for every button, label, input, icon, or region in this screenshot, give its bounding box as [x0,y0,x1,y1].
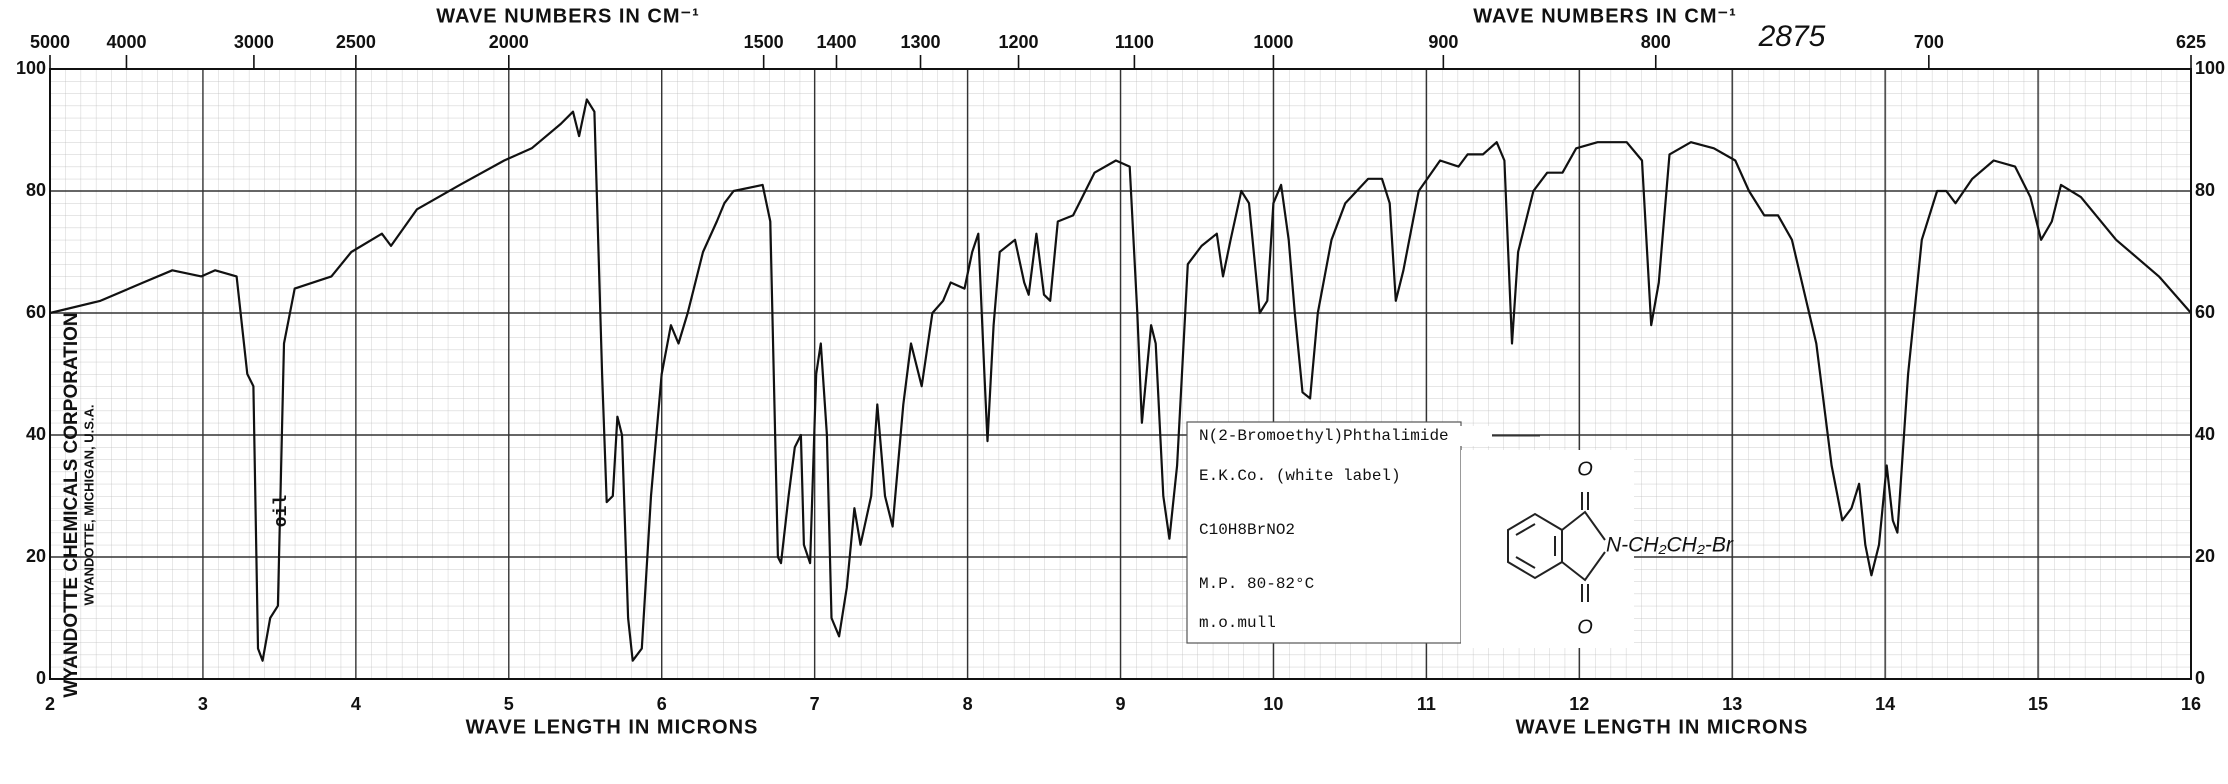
x2-tick-label: 1000 [1253,32,1293,52]
company: WYANDOTTE CHEMICALS CORPORATION [61,312,82,697]
oil-annotation: oil [272,495,292,528]
x2-tick-label: 700 [1914,32,1944,52]
y2-tick-label: 40 [2195,424,2215,444]
y-tick-label: 20 [26,546,46,566]
plot-frame [49,68,2192,680]
x-tick-label: 7 [810,694,820,714]
x2-tick-label: 2000 [489,32,529,52]
x-tick-label: 3 [198,694,208,714]
company-location: WYANDOTTE, MICHIGAN, U.S.A. [81,404,96,605]
structure [1507,492,1606,602]
x2-tick-label: 5000 [30,32,70,52]
x-tick-label: 2 [45,694,55,714]
x-tick-label: 5 [504,694,514,714]
x2-tick-label: 1400 [816,32,856,52]
x2-tick-label: 2500 [336,32,376,52]
carbonyl-bonds [1581,492,1589,602]
x2-tick-label: 900 [1428,32,1458,52]
x-tick-label: 13 [1722,694,1742,714]
y-tick-label: 100 [16,58,46,78]
y2-tick-label: 100 [2195,58,2225,78]
x-tick-label: 6 [657,694,667,714]
x2-axis-label: WAVE NUMBERS IN CM⁻¹ [1473,5,1737,27]
name-bg [1197,426,1492,446]
x-tick-label: 10 [1263,694,1283,714]
x-tick-label: 8 [963,694,973,714]
y-tick-label: 60 [26,302,46,322]
x2-tick-label: 625 [2176,32,2206,52]
y2-tick-label: 60 [2195,302,2215,322]
sample-formula: C10H8BrNO2 [1199,521,1295,539]
x-tick-label: 15 [2028,694,2048,714]
spectrum-line [49,98,2192,662]
sample-box: N(2-Bromoethyl)Phthalimide E.K.Co. (whit… [1186,421,1634,648]
x-tick-label: 16 [2181,694,2201,714]
y2-tick-label: 0 [2195,668,2205,688]
y-tick-label: 40 [26,424,46,444]
x2-tick-label: 1500 [744,32,784,52]
y2-tick-label: 80 [2195,180,2215,200]
x-axis-label: WAVE LENGTH IN MICRONS [466,716,759,738]
substituent-label: N-CH₂CH₂-Br [1606,534,1734,557]
ring-bonds [1515,523,1556,569]
x-tick-label: 11 [1417,694,1436,714]
sample-mp: M.P. 80-82°C [1199,575,1314,593]
imide-ring [1561,510,1606,582]
sample-name: N(2-Bromoethyl)Phthalimide [1199,427,1449,445]
x2-axis-label: WAVE NUMBERS IN CM⁻¹ [436,5,700,27]
x-tick-label: 14 [1875,694,1895,714]
x-tick-label: 12 [1569,694,1589,714]
structure-box [1461,450,1634,648]
sheet-number: 2875 [1758,20,1826,53]
oxygen-label: O [1577,616,1593,638]
x-tick-label: 4 [351,694,361,714]
sample-prep: m.o.mull [1199,614,1276,632]
x2-tick-label: 3000 [234,32,274,52]
x2-tick-label: 1200 [999,32,1039,52]
y2-tick-label: 20 [2195,546,2215,566]
x-tick-label: 9 [1115,694,1125,714]
x-axis-label: WAVE LENGTH IN MICRONS [1516,716,1809,738]
sample-source: E.K.Co. (white label) [1199,467,1401,485]
oxygen-label: O [1577,458,1593,480]
y-tick-label: 80 [26,180,46,200]
x2-tick-label: 4000 [106,32,146,52]
x2-tick-label: 1300 [900,32,940,52]
y-tick-label: 0 [36,668,46,688]
x2-tick-label: 1100 [1115,32,1154,52]
x2-tick-label: 800 [1641,32,1671,52]
